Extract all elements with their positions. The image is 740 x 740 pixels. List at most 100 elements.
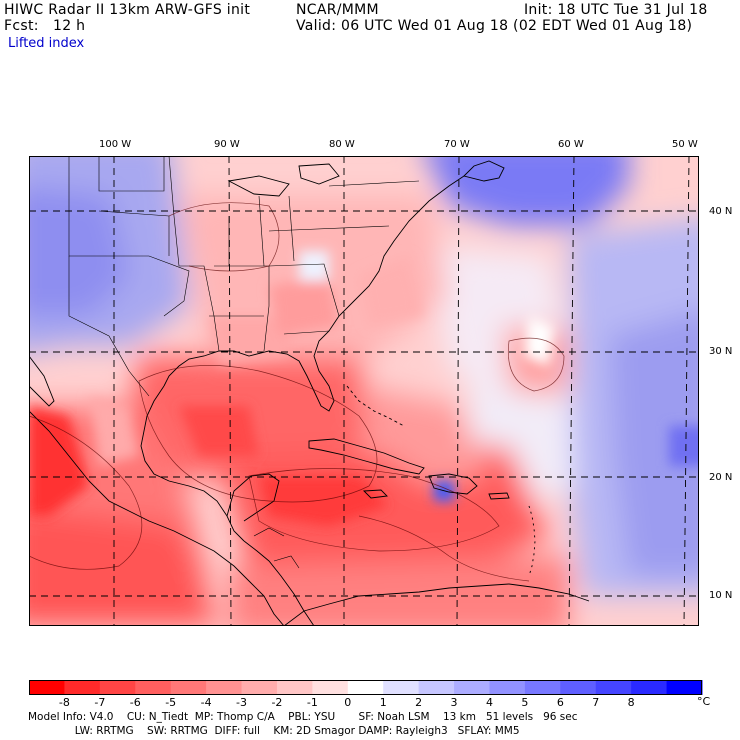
lat-label-10n: 10 N — [709, 590, 733, 601]
colorbar-tick-label: 5 — [521, 696, 529, 709]
lifted-index-map — [29, 156, 699, 626]
colorbar-tick-label: 6 — [556, 696, 564, 709]
border-mississippi — [168, 156, 220, 352]
colorbar-swatch — [241, 680, 278, 695]
border-southeast — [214, 265, 270, 352]
colorbar-tick-label: 8 — [627, 696, 635, 709]
coastline — [29, 160, 590, 626]
colorbar-tick-label: -8 — [58, 696, 70, 709]
map-frame — [29, 156, 699, 626]
great-lakes — [227, 175, 290, 197]
lon-label-70w: 70 W — [444, 139, 470, 150]
lon-label-60w: 60 W — [558, 139, 584, 150]
institution-label: NCAR/MMM — [296, 2, 379, 18]
great-lakes-east — [298, 163, 340, 185]
border-west — [68, 156, 190, 317]
colorbar-swatch — [99, 680, 136, 695]
colorbar-swatch — [383, 680, 420, 695]
colorbar-frame — [29, 680, 702, 695]
lon-label-50w: 50 W — [672, 139, 698, 150]
colorbar-swatch — [454, 680, 490, 695]
colorbar-swatch — [276, 680, 313, 695]
colorbar-swatches — [29, 680, 703, 695]
colorbar-tick-label: -2 — [271, 696, 283, 709]
model-info-line1: Model Info: V4.0 CU: N_Tiedt MP: Thomp C… — [28, 711, 578, 723]
meridian-70w — [456, 156, 460, 626]
colorbar-swatch — [206, 680, 243, 695]
lesser-antilles — [528, 505, 536, 577]
valid-time: Valid: 06 UTC Wed 01 Aug 18 (02 EDT Wed … — [296, 18, 693, 34]
field-name: Lifted index — [8, 36, 85, 51]
lat-label-40n: 40 N — [709, 206, 733, 217]
colorbar-swatch — [631, 680, 668, 695]
colorbar-tick-label: -6 — [129, 696, 141, 709]
puerto-rico-coast — [488, 492, 510, 500]
contour-gulf — [138, 365, 378, 503]
model-info-line2: LW: RRTMG SW: RRTMG DIFF: full KM: 2D Sm… — [28, 725, 520, 737]
lat-label-30n: 30 N — [709, 346, 733, 357]
border-plains-north — [98, 156, 165, 192]
border-carolinas — [268, 263, 340, 317]
meridian-50w — [683, 156, 690, 626]
colorbar-tick-label: -3 — [236, 696, 247, 709]
colorbar-tick-label: 2 — [415, 696, 423, 709]
colorbar-swatch — [312, 680, 349, 695]
colorbar-swatch — [666, 680, 703, 695]
border-us-mexico — [68, 256, 150, 397]
colorbar-tick-label: 0 — [344, 696, 352, 709]
mexico-gulf-coast — [140, 385, 245, 542]
lifted-index-detail — [29, 251, 699, 526]
colorbar-tick-label: 3 — [450, 696, 458, 709]
colorbar-tick-label: 1 — [379, 696, 387, 709]
cuba-coast — [308, 438, 425, 475]
meridian-90w — [228, 156, 232, 626]
border-florida — [283, 330, 330, 335]
contours — [29, 202, 565, 582]
colorbar-swatch — [595, 680, 632, 695]
pacific-coast — [29, 410, 285, 626]
yucatan-coast — [226, 473, 280, 522]
map-canvas — [29, 156, 699, 626]
lon-label-100w: 100 W — [99, 139, 132, 150]
colorbar-swatch — [64, 680, 101, 695]
maine-coast — [463, 160, 505, 182]
colorbar-unit: °C — [697, 695, 711, 708]
contour-south — [358, 515, 530, 582]
contour-caribbean — [248, 468, 500, 552]
jamaica-coast — [362, 489, 388, 499]
bahamas — [346, 385, 405, 427]
colorbar-tick-label: -1 — [306, 696, 318, 709]
border-indiana — [258, 195, 265, 267]
colorbar-swatch — [170, 680, 207, 695]
lat-label-20n: 20 N — [709, 472, 733, 483]
south-america-coast — [283, 583, 590, 626]
init-time: Init: 18 UTC Tue 31 Jul 18 — [524, 2, 708, 18]
colorbar-swatch — [489, 680, 526, 695]
colorbar-swatch — [347, 680, 384, 695]
border-ohio — [288, 195, 295, 262]
colorbar-tick-label: -7 — [94, 696, 106, 709]
contour-interior — [168, 202, 280, 272]
colorbar-swatch — [135, 680, 172, 695]
contour-pacific — [29, 415, 143, 570]
lon-label-90w: 90 W — [214, 139, 240, 150]
colorbar-tick-label: -5 — [165, 696, 177, 709]
colorbar-swatch — [524, 680, 561, 695]
colorbar-tick-label: 4 — [485, 696, 493, 709]
colorbar — [29, 680, 703, 695]
forecast-hour: Fcst: 12 h — [4, 18, 86, 34]
hispaniola-coast — [428, 473, 478, 495]
colorbar-tick-label: 7 — [592, 696, 600, 709]
graticule — [29, 156, 699, 626]
colorbar-swatch — [418, 680, 455, 695]
border-guatemala — [253, 527, 285, 537]
baja-coast — [29, 355, 55, 407]
contour-atlantic — [507, 337, 565, 392]
state-borders — [68, 156, 420, 569]
meridian-60w — [568, 156, 575, 626]
lon-label-80w: 80 W — [329, 139, 355, 150]
border-ohio-river — [268, 225, 390, 232]
colorbar-tick-label: -4 — [200, 696, 212, 709]
model-title: HIWC Radar II 13km ARW-GFS init — [4, 2, 251, 18]
border-honduras — [273, 555, 300, 569]
